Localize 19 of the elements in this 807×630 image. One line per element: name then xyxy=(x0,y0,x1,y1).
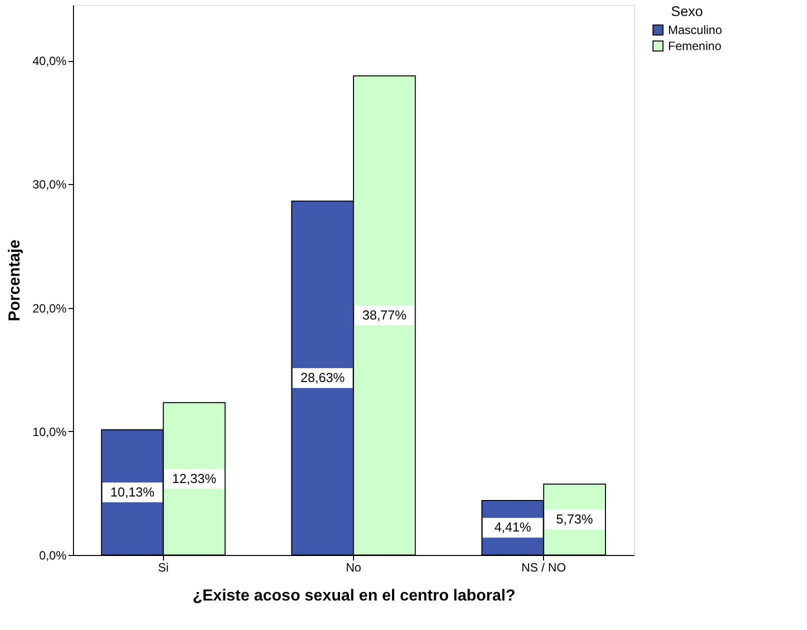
y-tick-label: 40,0% xyxy=(32,54,67,68)
y-tick-label: 20,0% xyxy=(32,301,67,316)
data-label: 4,41% xyxy=(494,520,532,535)
y-tick-label: 10,0% xyxy=(32,424,67,439)
data-label: 5,73% xyxy=(556,512,594,527)
data-label: 28,63% xyxy=(300,370,346,386)
x-axis-title: ¿Existe acoso sexual en el centro laboral? xyxy=(192,588,516,604)
y-tick-label: 0,0% xyxy=(39,548,67,562)
y-axis-title: Porcentaje xyxy=(6,239,24,322)
legend-title: Sexo xyxy=(671,3,704,19)
x-tick-label: No xyxy=(346,560,362,574)
legend-label: Masculino xyxy=(668,23,722,37)
data-label: 10,13% xyxy=(110,484,155,500)
data-label: 38,77% xyxy=(362,307,407,322)
data-label: 12,33% xyxy=(172,470,217,486)
legend-label: Femenino xyxy=(668,39,722,53)
y-tick-label: 30,0% xyxy=(32,178,67,192)
x-tick-label: NS / NO xyxy=(521,560,566,574)
x-tick-label: Si xyxy=(158,560,169,574)
